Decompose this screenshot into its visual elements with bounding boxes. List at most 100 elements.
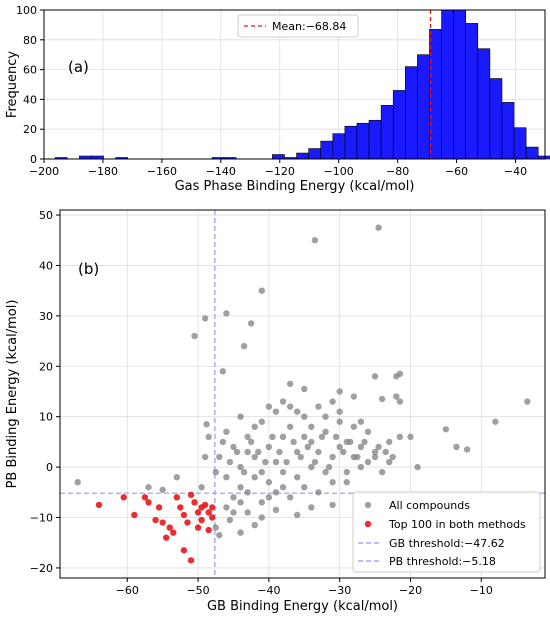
all-compound-point: [230, 509, 237, 516]
all-compound-point: [258, 514, 265, 521]
histogram-bar: [332, 133, 346, 160]
x-tick-label: −60: [116, 584, 139, 597]
top-100-points: [95, 491, 216, 564]
all-compound-point: [279, 398, 287, 405]
all-compound-point: [216, 531, 223, 539]
all-compound-point: [357, 418, 365, 425]
all-compound-point: [290, 438, 297, 446]
histogram-bar: [392, 90, 406, 160]
top-100-point: [163, 534, 170, 541]
all-compound-point: [463, 446, 471, 453]
scatter-x-axis-label: GB Binding Energy (kcal/mol): [207, 599, 398, 614]
all-compound-point: [386, 458, 393, 466]
histogram-bar: [465, 23, 479, 160]
scatter-y-axis-label: PB Binding Energy (kcal/mol): [5, 300, 20, 489]
all-compound-point: [265, 479, 273, 486]
top-100-point: [209, 504, 216, 511]
histogram-bar: [525, 146, 539, 160]
all-compound-point: [318, 433, 326, 441]
all-compound-point: [247, 438, 255, 446]
all-compound-point: [279, 433, 287, 441]
histogram-bar: [501, 102, 515, 160]
all-compound-point: [237, 499, 244, 506]
y-tick-label: 20: [23, 123, 37, 136]
all-compound-point: [322, 428, 329, 436]
histogram-bar: [513, 127, 527, 160]
all-compound-point: [223, 310, 230, 317]
histogram-bar: [272, 154, 285, 160]
all-compound-point: [524, 398, 531, 405]
x-tick-label: −180: [88, 165, 118, 178]
top-100-point: [194, 524, 202, 531]
all-compound-point: [350, 423, 358, 430]
all-compound-point: [237, 484, 244, 491]
all-compound-point: [286, 380, 294, 388]
all-compound-point: [364, 458, 372, 466]
top-100-point: [209, 514, 216, 521]
legend-top-100-label: Top 100 in both methods: [388, 518, 526, 531]
all-compound-point: [226, 458, 234, 466]
histogram-bar: [405, 66, 418, 160]
top-100-point: [177, 504, 184, 511]
x-tick-label: −60: [445, 165, 468, 178]
y-tick-label: 40: [39, 259, 53, 272]
all-compound-point: [251, 423, 258, 430]
all-compound-point: [198, 484, 205, 491]
all-compound-point: [262, 458, 269, 466]
all-compound-point: [159, 486, 166, 493]
all-compound-point: [265, 403, 273, 410]
all-compound-point: [212, 524, 219, 531]
all-compound-point: [347, 438, 354, 446]
all-compound-point: [237, 413, 244, 420]
all-compound-point: [378, 468, 386, 476]
legend-pb-threshold-label: PB threshold:−5.18: [389, 555, 496, 568]
top-100-point: [166, 524, 173, 531]
top-100-point: [120, 494, 127, 501]
all-compound-point: [308, 438, 315, 446]
histogram-bar: [344, 125, 358, 160]
all-compound-point: [371, 448, 379, 456]
x-tick-label: −200: [29, 165, 59, 178]
all-compound-point: [212, 468, 219, 476]
all-compound-point: [269, 433, 276, 441]
x-tick-label: −140: [206, 165, 236, 178]
all-compound-point: [343, 468, 350, 476]
all-compound-point: [293, 511, 301, 519]
histogram-ticks: −200 −180 −160 −140 −120 −100 −80 −60 −40 0 20 40 60…: [16, 4, 527, 178]
all-compound-point: [322, 468, 329, 476]
top-100-point: [187, 491, 195, 499]
all-compound-point: [389, 453, 396, 461]
all-compound-point: [315, 448, 322, 456]
top-100-point: [141, 494, 149, 501]
y-tick-label: 0: [30, 153, 37, 166]
y-tick-label: 0: [46, 461, 53, 474]
all-compound-point: [396, 370, 404, 378]
all-compound-point: [329, 453, 336, 461]
legend-top-100-marker: [364, 520, 372, 528]
y-tick-label: 30: [39, 310, 53, 323]
all-compound-point: [247, 320, 255, 327]
top-100-point: [173, 494, 181, 501]
all-compound-point: [258, 468, 265, 476]
all-compound-point: [173, 473, 181, 481]
all-compound-point: [201, 315, 209, 322]
all-compound-point: [297, 453, 304, 461]
top-100-point: [205, 509, 212, 516]
all-compound-point: [311, 237, 319, 244]
all-compound-point: [219, 368, 227, 375]
histogram-bar: [477, 48, 491, 160]
top-100-point: [180, 511, 188, 519]
all-compound-point: [251, 521, 258, 529]
all-compound-point: [226, 516, 234, 524]
all-compound-point: [386, 438, 393, 446]
scatter-legend-box: [352, 491, 541, 573]
top-100-point: [184, 519, 191, 526]
scatter-grid: [60, 210, 545, 578]
all-compound-point: [201, 453, 209, 461]
all-compound-point: [272, 489, 280, 496]
all-compound-point: [219, 438, 227, 446]
all-compound-point: [251, 453, 258, 461]
y-tick-label: 80: [23, 34, 37, 47]
all-compound-point: [216, 453, 223, 461]
